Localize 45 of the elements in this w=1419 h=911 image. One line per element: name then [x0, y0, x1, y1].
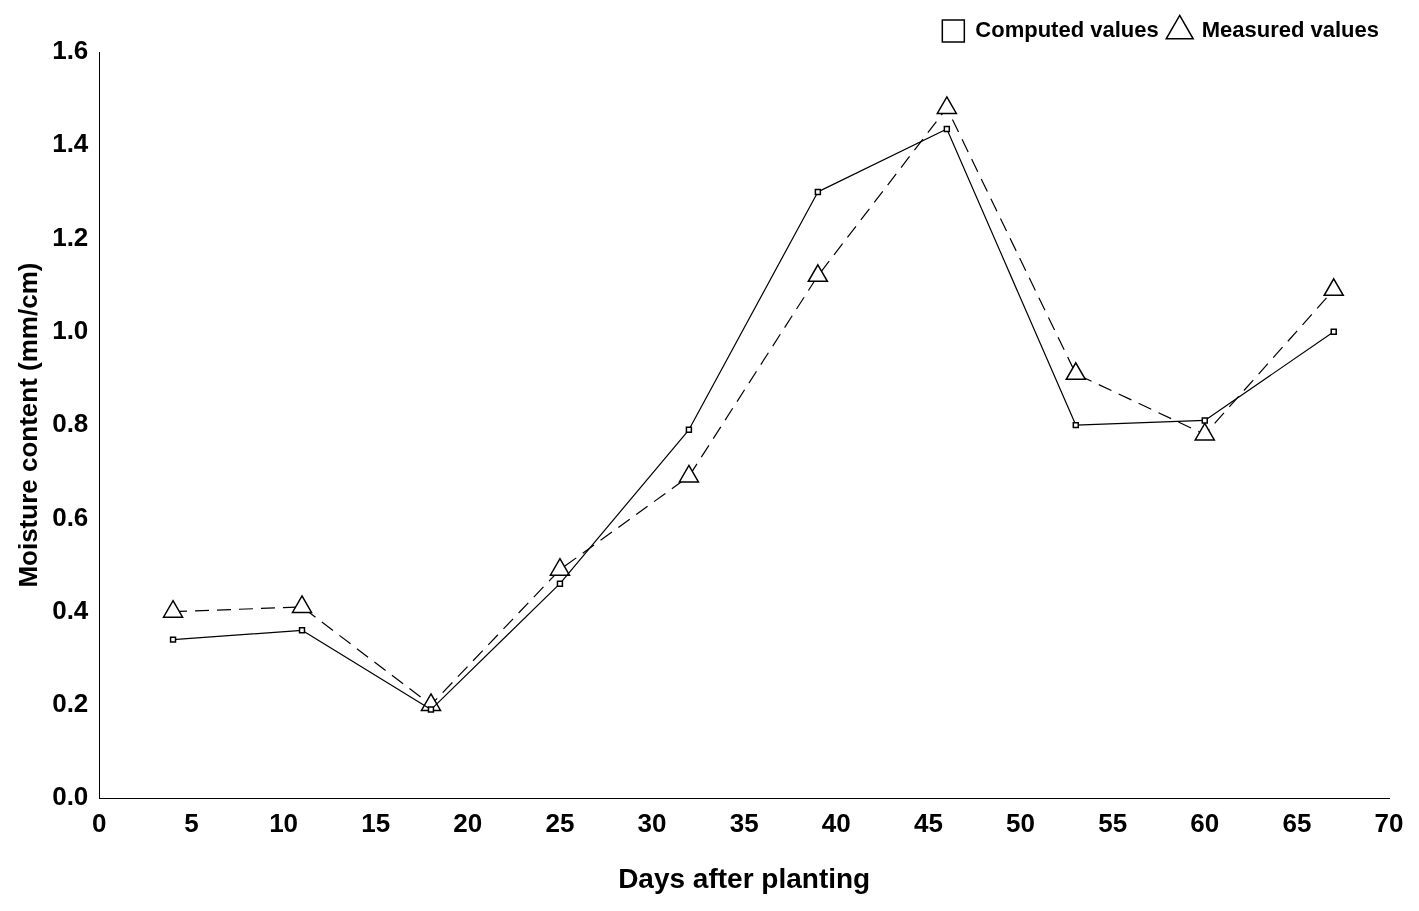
point — [1072, 421, 1080, 429]
x-tick-label: 55 — [1098, 807, 1128, 838]
point — [943, 125, 951, 133]
y-tick-label: 0.2 — [52, 688, 89, 719]
y-tick-label: 0.4 — [52, 594, 89, 625]
y-tick-label: 0.6 — [52, 501, 89, 532]
point — [814, 188, 822, 196]
x-tick-label: 60 — [1190, 807, 1220, 838]
point — [1065, 362, 1087, 381]
x-axis-title: Days after planting — [618, 862, 871, 894]
y-axis-title: Moisture content (mm/cm) — [12, 262, 43, 588]
point — [678, 464, 700, 483]
point — [298, 627, 306, 634]
point — [685, 426, 693, 433]
point — [169, 636, 177, 643]
x-tick-label: 5 — [184, 807, 199, 838]
point — [1194, 422, 1216, 441]
y-tick-label: 1.4 — [52, 128, 89, 159]
point — [556, 580, 564, 587]
x-tick-label: 65 — [1282, 807, 1312, 838]
point — [1330, 328, 1337, 336]
x-tick-label: 70 — [1374, 807, 1404, 838]
x-tick-label: 50 — [1006, 807, 1035, 838]
x-tick-label: 35 — [729, 807, 759, 838]
point — [1323, 278, 1345, 297]
legend-label: Computed values — [975, 17, 1159, 43]
point — [936, 96, 958, 115]
y-tick-label: 1.6 — [52, 35, 89, 66]
y-tick-label: 1.0 — [52, 315, 89, 345]
y-tick-label: 1.2 — [52, 221, 89, 252]
x-tick-label: 45 — [913, 807, 943, 838]
x-tick-label: 15 — [361, 807, 391, 838]
legend-label: Measured values — [1201, 17, 1379, 43]
x-tick-label: 0 — [92, 807, 107, 838]
point — [1201, 417, 1208, 424]
x-tick-label: 30 — [637, 807, 667, 838]
y-tick-label: 0.0 — [52, 781, 89, 812]
point — [427, 706, 435, 713]
x-tick-label: 40 — [821, 807, 851, 838]
x-tick-label: 20 — [453, 807, 483, 838]
y-tick-label: 0.8 — [52, 408, 89, 439]
point — [291, 595, 313, 614]
x-tick-label: 10 — [269, 807, 299, 838]
x-tick-label: 25 — [545, 807, 575, 838]
point — [807, 264, 829, 283]
